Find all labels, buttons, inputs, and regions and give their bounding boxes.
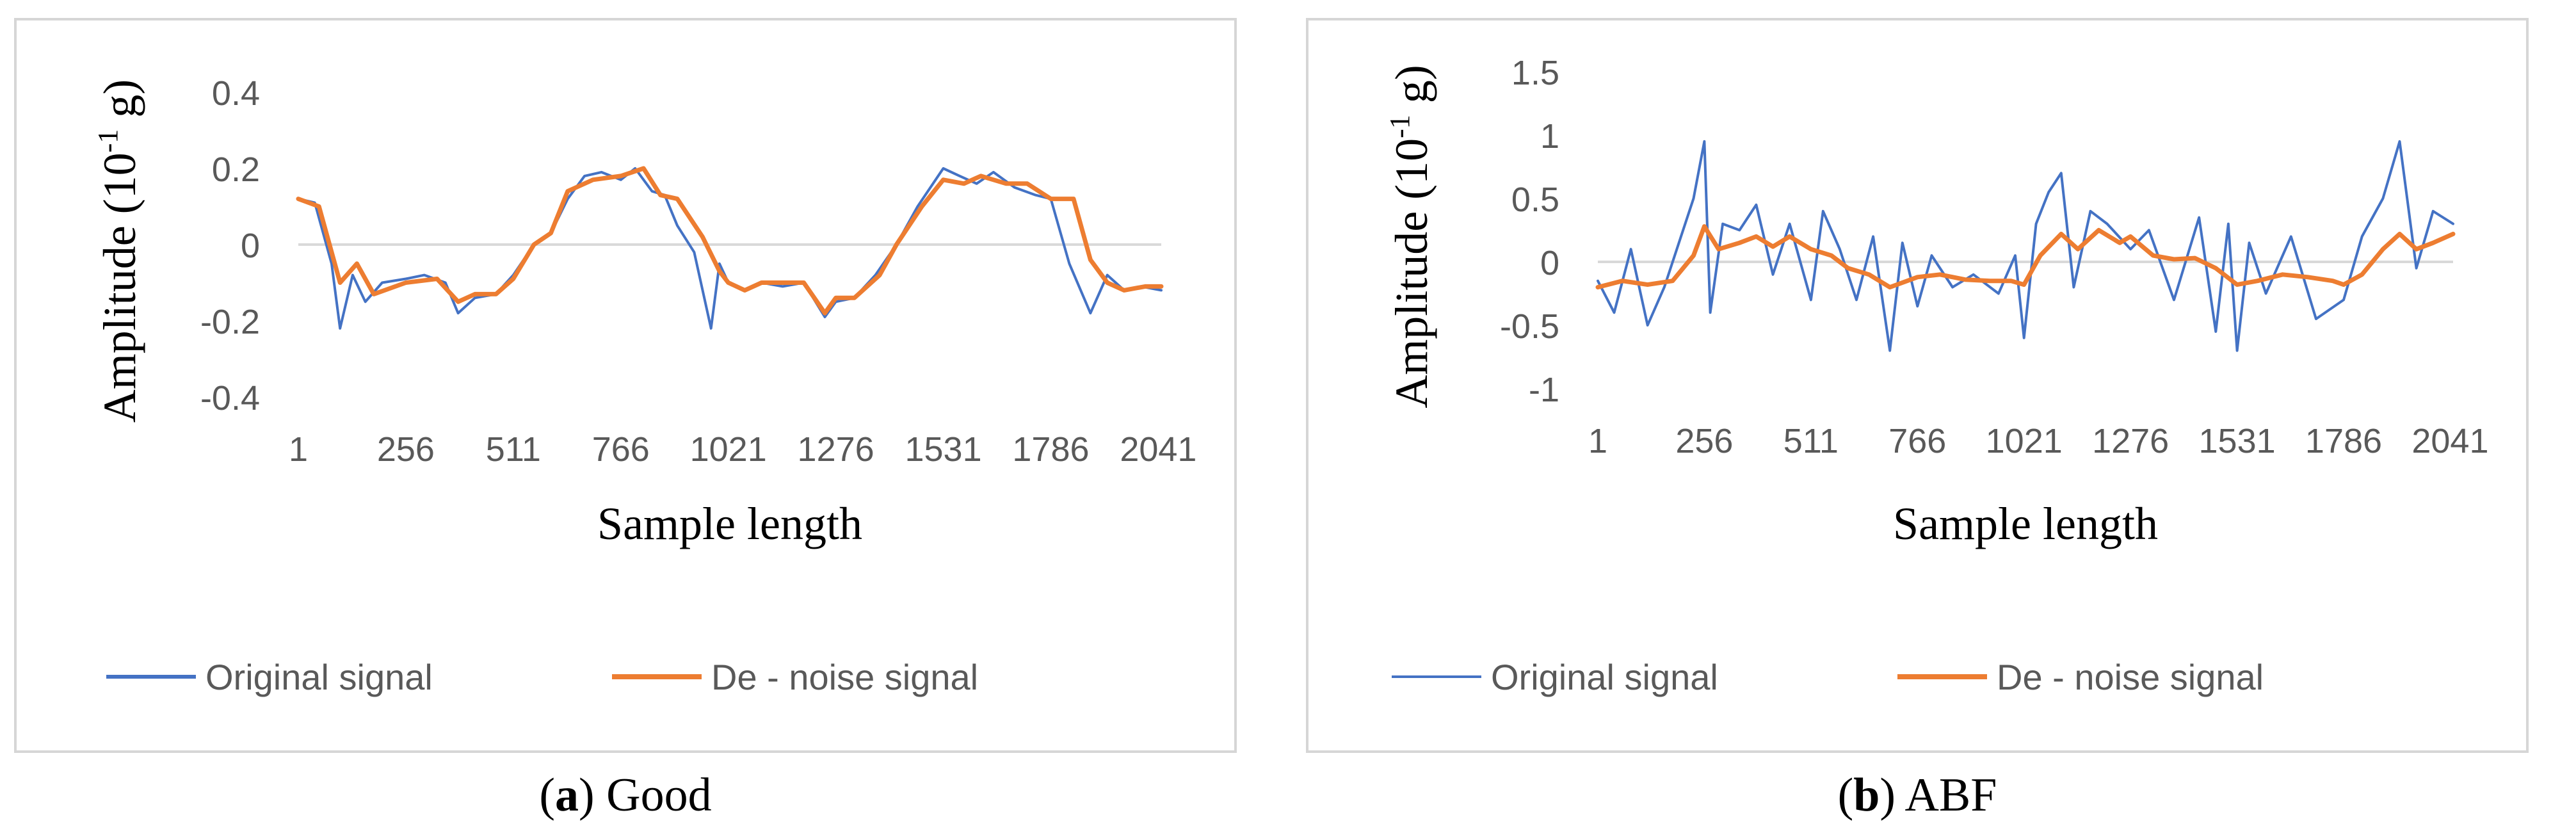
denoise-signal-line-b: [1595, 224, 2456, 290]
x-axis-label-a: Sample length: [597, 498, 862, 549]
original-signal-line-b: [1597, 140, 2454, 352]
y-tick-label-b-0: 1.5: [1511, 54, 1559, 92]
x-tick-label-b-0: 1: [1588, 422, 1607, 460]
x-tick-label-b-2: 511: [1783, 422, 1839, 460]
y-tick-label-b-5: -1: [1529, 371, 1559, 409]
y-axis-label-b: Amplitude (10-1 g): [1384, 65, 1437, 408]
legend-label-denoise-a: De - noise signal: [711, 657, 978, 697]
x-tick-label-a-8: 2041: [1120, 430, 1196, 469]
x-tick-label-a-0: 1: [289, 430, 308, 469]
y-tick-label-b-1: 1: [1540, 117, 1559, 156]
x-tick-label-a-6: 1531: [905, 430, 981, 469]
x-tick-label-b-3: 766: [1888, 422, 1946, 460]
x-tick-label-b-4: 1021: [1986, 422, 2063, 460]
y-tick-label-a-3: -0.2: [200, 303, 260, 341]
denoise-signal-line-a: [296, 166, 1164, 316]
x-tick-label-a-3: 766: [592, 430, 650, 469]
legend-label-original-a: Original signal: [205, 657, 433, 697]
y-tick-label-b-2: 0.5: [1511, 181, 1559, 219]
x-tick-label-a-1: 256: [377, 430, 435, 469]
chart-b-svg: 1.5 1 0.5 0 -0.5 -1 1 256 511 766 1021 1276 1531 1786…: [1384, 54, 2489, 697]
x-tick-label-b-8: 2041: [2411, 422, 2488, 460]
y-tick-label-a-2: 0: [241, 227, 260, 265]
x-tick-label-a-4: 1021: [690, 430, 767, 469]
original-signal-line-a: [297, 167, 1163, 330]
y-axis-label-main-a: Amplitude (10: [94, 152, 145, 423]
caption-b: (b) ABF: [1837, 769, 1997, 821]
y-tick-label-a-1: 0.2: [212, 150, 260, 189]
caption-a: (a) Good: [539, 769, 712, 821]
caption-b-text: ABF: [1904, 769, 1997, 821]
chart-panel-a: 0.4 0.2 0 -0.2 -0.4 1 256 511 766 1021 1276 1531 178…: [14, 18, 1237, 753]
x-tick-label-a-7: 1786: [1012, 430, 1089, 469]
legend-label-original-b: Original signal: [1491, 657, 1718, 697]
x-tick-label-b-7: 1786: [2305, 422, 2382, 460]
y-axis-label-sup-b: -1: [1384, 115, 1415, 138]
y-tick-label-a-4: -0.4: [200, 379, 260, 417]
legend-a: Original signal De - noise signal: [106, 657, 978, 697]
chart-a-svg: 0.4 0.2 0 -0.2 -0.4 1 256 511 766 1021 1276 1531 178…: [92, 74, 1196, 697]
y-tick-label-b-3: 0: [1540, 244, 1559, 282]
x-tick-label-b-5: 1276: [2092, 422, 2169, 460]
y-tick-label-a-0: 0.4: [212, 74, 260, 113]
x-tick-label-b-1: 256: [1675, 422, 1733, 460]
caption-a-text: Good: [606, 769, 712, 821]
caption-a-letter: a: [555, 769, 579, 821]
y-tick-label-b-4: -0.5: [1500, 307, 1559, 346]
legend-label-denoise-b: De - noise signal: [1997, 657, 2264, 697]
chart-panel-b: 1.5 1 0.5 0 -0.5 -1 1 256 511 766 1021 1276 1531 1786…: [1306, 18, 2529, 753]
x-axis-label-b: Sample length: [1893, 498, 2158, 549]
x-tick-label-b-6: 1531: [2199, 422, 2276, 460]
y-axis-label-main-b: Amplitude (10: [1386, 138, 1437, 408]
y-axis-label-tail-b: g): [1386, 65, 1437, 115]
y-axis-label-tail-a: g): [94, 79, 145, 129]
x-tick-label-a-5: 1276: [798, 430, 874, 469]
y-axis-label-sup-a: -1: [92, 129, 124, 153]
y-axis-label-a: Amplitude (10-1 g): [92, 79, 145, 423]
legend-b: Original signal De - noise signal: [1392, 657, 2264, 697]
x-tick-label-a-2: 511: [486, 430, 541, 469]
caption-b-letter: b: [1853, 769, 1880, 821]
